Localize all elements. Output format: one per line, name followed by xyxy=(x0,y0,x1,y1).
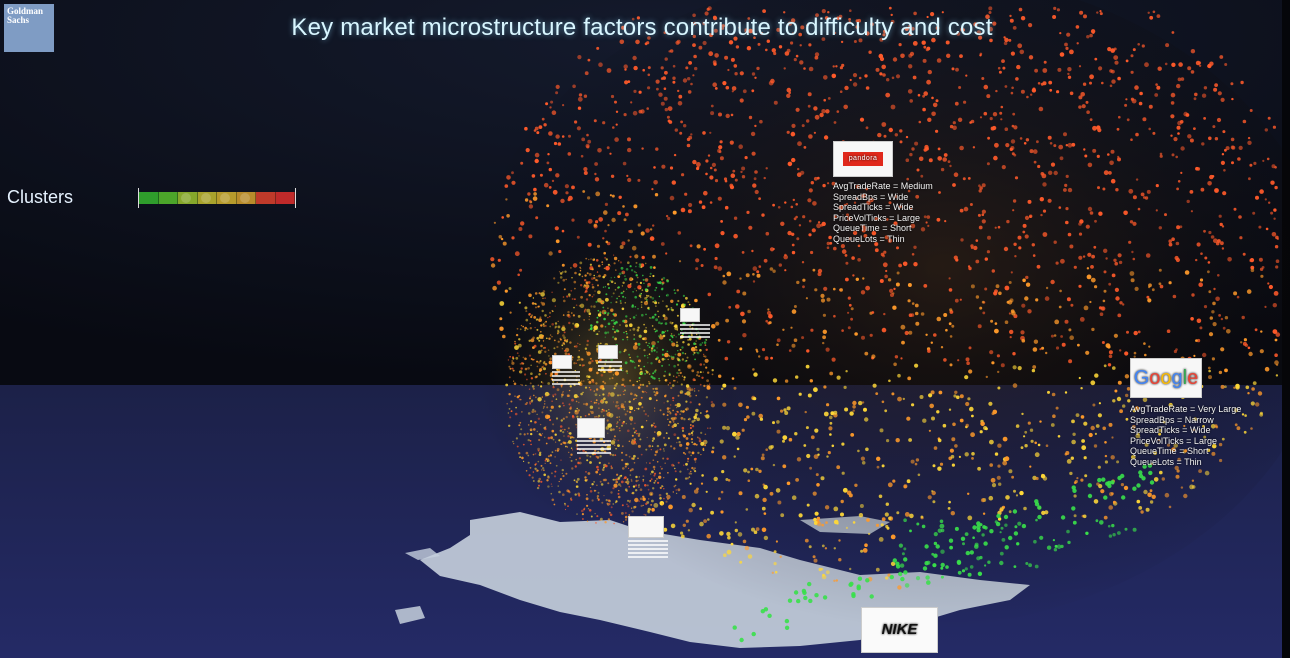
stock-card-small-3[interactable] xyxy=(598,345,622,371)
pandora-logo: pandora xyxy=(833,141,893,177)
attr-price-vol-ticks: PriceVolTicks = Large xyxy=(1130,435,1217,446)
company-logo-icon xyxy=(552,355,572,369)
nike-logo-text: NIKE xyxy=(881,620,918,638)
attr-queue-time: QueueTime = Short xyxy=(833,223,912,233)
attr-queue-lots: QueueLots = Thin xyxy=(1130,456,1202,467)
cluster-knob xyxy=(200,193,211,203)
stock-card-small-2[interactable] xyxy=(552,355,580,385)
company-logo-icon xyxy=(598,345,618,359)
attr-price-vol-ticks: PriceVolTicks = Large xyxy=(833,212,920,223)
attr-spread-bps: SpreadBps = Narrow xyxy=(1130,414,1214,425)
stock-card-small-4[interactable] xyxy=(577,418,611,454)
company-logo-icon xyxy=(577,418,605,438)
land-mass-island-3 xyxy=(405,548,440,560)
company-logo-icon xyxy=(628,516,664,538)
cluster-knob xyxy=(239,193,250,203)
page-title: Key market microstructure factors contri… xyxy=(291,14,993,41)
land-mass-island-2 xyxy=(395,606,425,624)
attr-spread-ticks: SpreadTicks = Wide xyxy=(1130,425,1211,435)
attr-spread-ticks: SpreadTicks = Wide xyxy=(833,202,914,212)
cluster-segment[interactable] xyxy=(178,192,198,204)
cluster-segment[interactable] xyxy=(158,192,178,204)
company-logo-icon xyxy=(680,308,700,322)
attr-queue-time: QueueTime = Short xyxy=(1130,446,1209,456)
stock-card-nike[interactable]: NIKE xyxy=(861,607,938,653)
cluster-segment[interactable] xyxy=(236,192,256,204)
attr-spread-bps: SpreadBps = Wide xyxy=(833,191,909,202)
nike-logo: NIKE xyxy=(861,607,938,653)
attr-avg-trade-rate: AvgTradeRate = Very Large xyxy=(1130,404,1242,414)
pandora-logo-text: pandora xyxy=(842,151,884,167)
cluster-segment[interactable] xyxy=(275,192,295,204)
cluster-segment[interactable] xyxy=(197,192,217,204)
attr-queue-lots: QueueLots = Thin xyxy=(833,233,905,244)
clusters-label: Clusters xyxy=(7,187,74,207)
slider-left-cap xyxy=(138,188,139,208)
stock-card-pandora[interactable]: pandora AvgTradeRate = Medium SpreadBps … xyxy=(833,141,933,244)
logo-line-2: Sachs xyxy=(7,15,30,25)
cluster-slider[interactable] xyxy=(138,188,296,208)
slider-right-cap xyxy=(295,188,296,208)
cluster-segment[interactable] xyxy=(217,192,237,204)
attr-avg-trade-rate: AvgTradeRate = Medium xyxy=(833,181,933,191)
cluster-segment[interactable] xyxy=(139,192,159,204)
goldman-sachs-logo: Goldman Sachs xyxy=(4,4,54,52)
cluster-knob xyxy=(220,193,230,203)
logo-line-1: Goldman xyxy=(7,6,44,16)
stock-card-small-1[interactable] xyxy=(680,308,710,338)
stock-card-small-5[interactable] xyxy=(628,516,668,558)
cluster-segment[interactable] xyxy=(256,192,276,204)
cluster-glow xyxy=(480,230,740,530)
cluster-knob xyxy=(181,193,191,203)
cluster-slider-track[interactable] xyxy=(139,192,295,204)
